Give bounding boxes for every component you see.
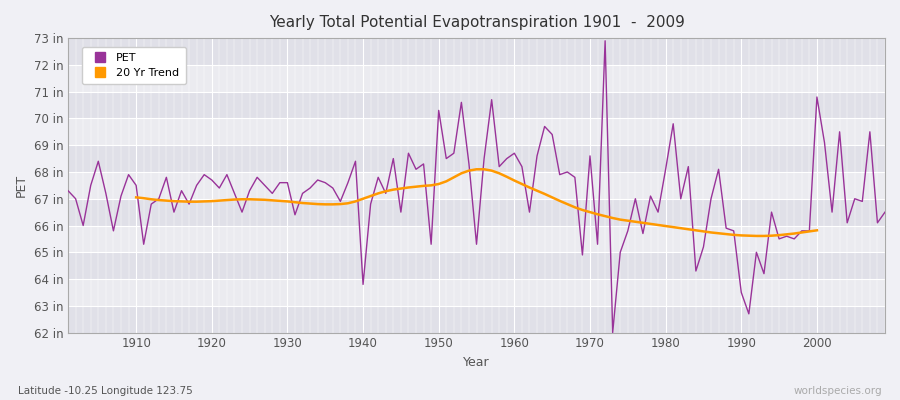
Bar [68,118,885,145]
Bar [68,306,885,332]
Bar [68,145,885,172]
Text: worldspecies.org: worldspecies.org [794,386,882,396]
Bar [68,226,885,252]
Text: Latitude -10.25 Longitude 123.75: Latitude -10.25 Longitude 123.75 [18,386,193,396]
Bar [68,279,885,306]
Bar [68,38,885,65]
Title: Yearly Total Potential Evapotranspiration 1901  -  2009: Yearly Total Potential Evapotranspiratio… [268,15,685,30]
Bar [68,172,885,199]
Legend: PET, 20 Yr Trend: PET, 20 Yr Trend [82,47,186,84]
X-axis label: Year: Year [464,356,490,369]
Bar [68,92,885,118]
Bar [68,252,885,279]
Y-axis label: PET: PET [15,174,28,197]
Bar [68,199,885,226]
Bar [68,65,885,92]
